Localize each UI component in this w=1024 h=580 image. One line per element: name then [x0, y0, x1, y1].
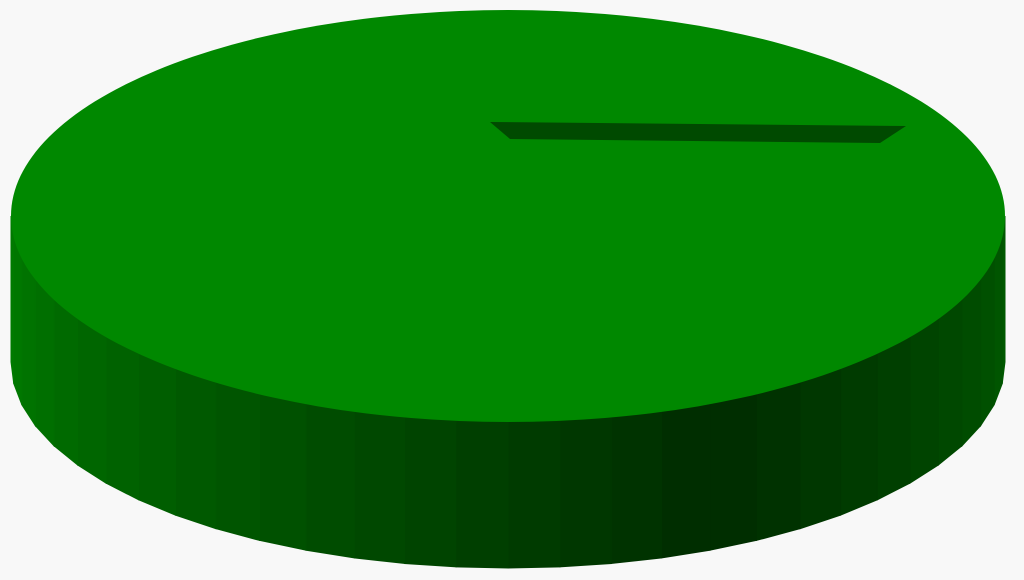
pie-side-facet [404, 416, 457, 568]
pie-side-facet [259, 393, 307, 551]
pie-slice-seam [490, 122, 906, 143]
pie-side-facet [709, 393, 757, 551]
pie-side-facet [353, 411, 406, 565]
pie-slice [11, 10, 1005, 422]
pie-side-facet [34, 278, 55, 448]
pie-side-facet [507, 420, 561, 569]
pie-side-facet [77, 318, 107, 484]
pie-side-facet [756, 382, 801, 542]
pie-side-facet [53, 298, 79, 467]
pie-side-facet [661, 403, 711, 559]
pie-side-facet [215, 382, 260, 542]
pie-side-facet [909, 318, 939, 484]
pie-side-wall [10, 215, 1006, 569]
pie-side-facet [174, 368, 217, 530]
pie-side-facet [13, 237, 23, 406]
pie-side-facet [105, 336, 140, 501]
pie-side-facet [21, 257, 36, 428]
pie-side-facet [305, 403, 355, 559]
pie-side-facet [993, 237, 1003, 406]
pie-side-facet [937, 298, 963, 467]
pie-side-facet [799, 368, 842, 530]
pie-side-facet [980, 257, 995, 428]
pie-side-facet [138, 353, 176, 516]
pie-top-face [11, 10, 1005, 422]
pie-side-facet [876, 336, 911, 501]
pie-side-facet [840, 353, 878, 516]
pie-side-facet [455, 420, 509, 569]
pie-side-facet [559, 416, 612, 568]
pie-side-facet [610, 411, 663, 565]
pie-side-facet [10, 215, 15, 384]
pie-side-facet [961, 278, 982, 448]
